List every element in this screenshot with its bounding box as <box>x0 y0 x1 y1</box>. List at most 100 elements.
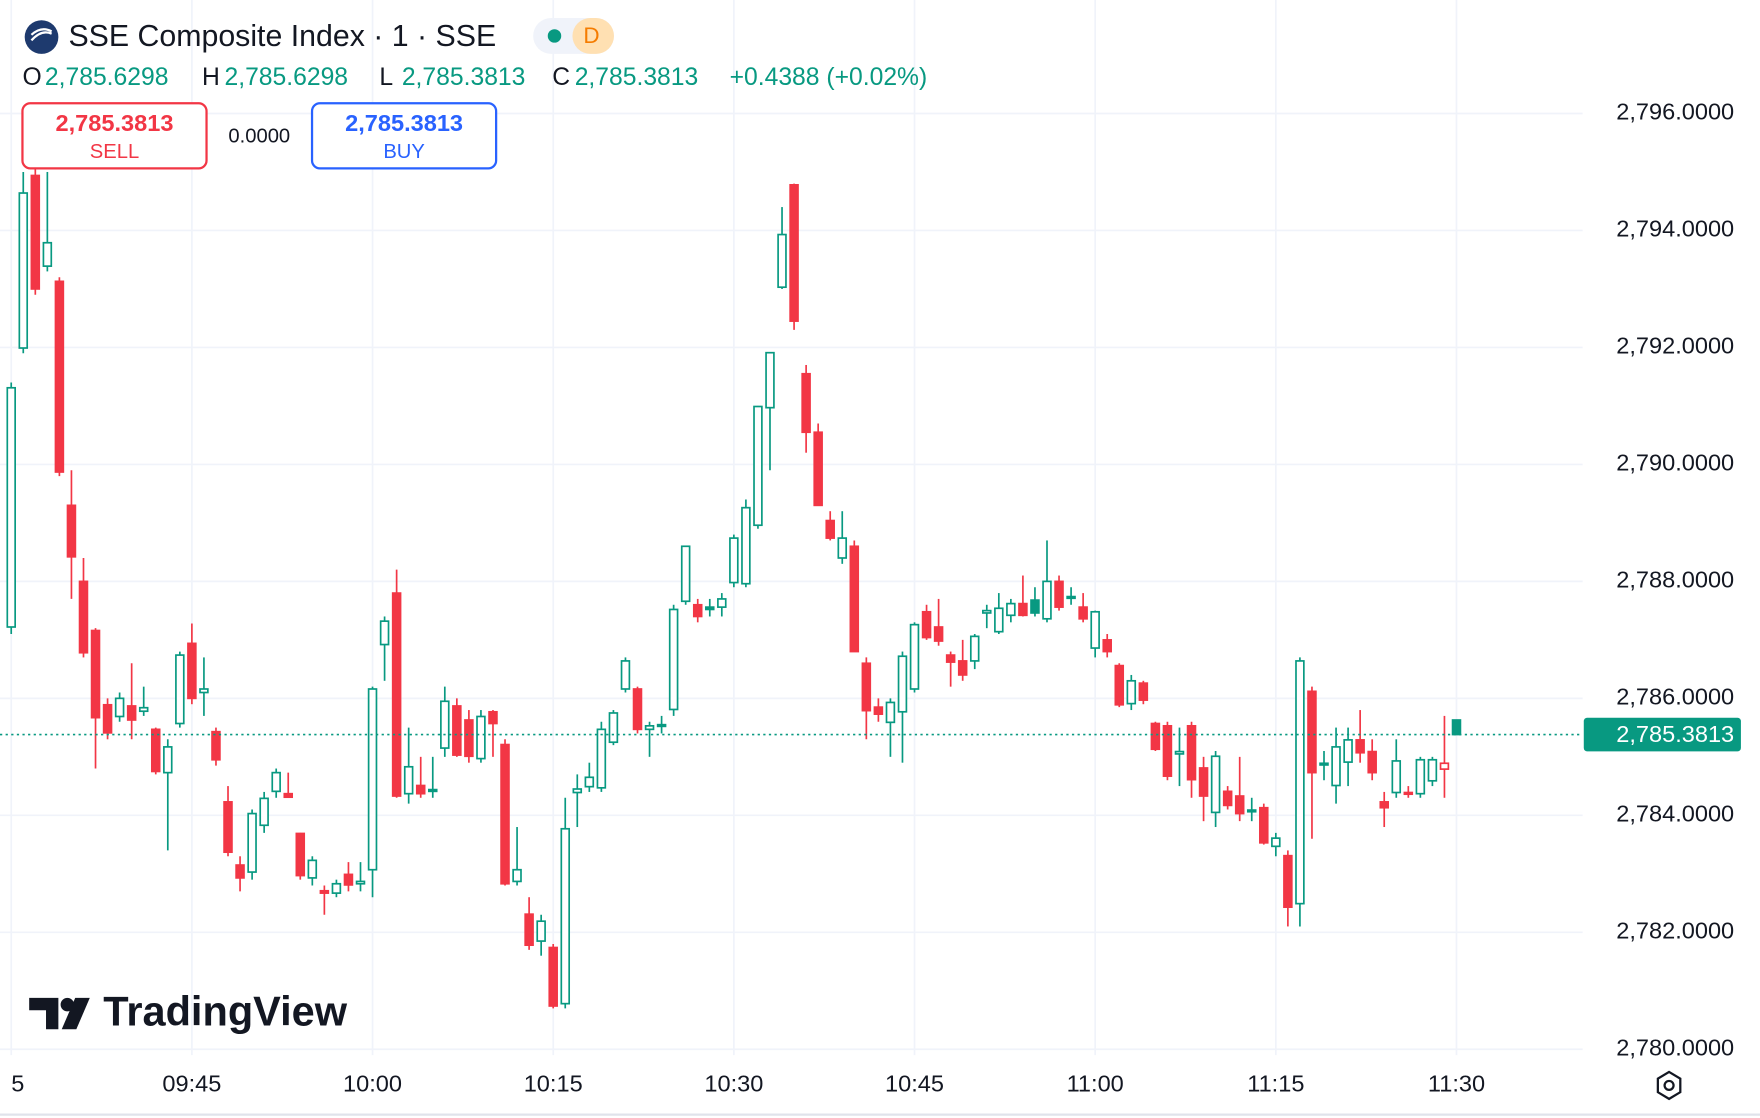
candle-body <box>1186 724 1197 781</box>
candle-body <box>54 280 65 473</box>
candle-body <box>945 654 956 663</box>
candle-body <box>476 715 486 760</box>
ohlc-value: 2,785.6298 <box>45 64 169 91</box>
candle-body <box>247 812 257 873</box>
candle-body <box>524 913 534 947</box>
candle-body <box>548 946 558 1007</box>
y-tick-label: 2,794.0000 <box>1616 216 1734 242</box>
candle-body <box>1427 758 1438 782</box>
candle-body <box>1355 739 1365 754</box>
candle-body <box>403 765 414 795</box>
candle-body <box>1042 580 1052 620</box>
candle-body <box>692 603 703 618</box>
candle-body <box>331 882 342 894</box>
candle-body <box>1114 664 1125 706</box>
y-tick-label: 2,792.0000 <box>1616 333 1734 359</box>
candle-body <box>391 592 402 797</box>
candle-body <box>608 712 619 744</box>
settings-icon[interactable] <box>1656 1070 1682 1101</box>
candle-body <box>1246 809 1257 813</box>
ohlc-key: H <box>202 64 220 91</box>
candle-body <box>668 608 679 711</box>
candle-body <box>921 610 932 639</box>
ohlc-legend: O 2,785.6298 H 2,785.6298 L 2,785.3813 C 2,785.… <box>22 64 698 91</box>
candle-body <box>379 620 390 646</box>
candle-body <box>1102 639 1112 653</box>
candle-body <box>78 580 89 654</box>
candle-body <box>777 233 787 289</box>
candle-body <box>1331 746 1341 787</box>
candle-body <box>1210 755 1221 814</box>
candle-body <box>90 629 101 719</box>
candle-body <box>126 705 137 721</box>
candle-body <box>644 724 655 731</box>
candle-body <box>560 827 571 1005</box>
plot-area <box>0 160 1583 1009</box>
candle-body <box>440 700 450 749</box>
candle-body <box>825 519 835 539</box>
candle-body <box>283 792 294 799</box>
candle-body <box>656 723 667 728</box>
candle-body <box>704 606 715 611</box>
candle-body <box>1066 595 1076 600</box>
candle-body <box>885 701 896 724</box>
candle-body <box>765 351 775 409</box>
candle-body <box>1162 724 1173 777</box>
candle-body <box>138 706 149 713</box>
candle-body <box>1126 679 1137 705</box>
candle-body <box>813 431 823 507</box>
candle-body <box>632 688 643 731</box>
spread: 0.0000 <box>228 125 290 147</box>
candle-body <box>1379 801 1389 809</box>
y-tick-label: 2,796.0000 <box>1616 99 1734 125</box>
sell-button[interactable] <box>21 102 208 170</box>
candle-body <box>1295 660 1305 905</box>
candle-body <box>1174 750 1185 755</box>
y-tick-label: 2,790.0000 <box>1616 450 1734 476</box>
candle-body <box>271 771 281 793</box>
candle-body <box>536 920 546 942</box>
candle-body <box>319 889 330 894</box>
candle-body <box>572 788 583 794</box>
candle-body <box>488 710 498 725</box>
candle-body <box>873 706 884 715</box>
candle-body <box>175 654 185 725</box>
x-tick-label: 11:00 <box>1067 1071 1124 1097</box>
candle-body <box>789 183 799 322</box>
candle-body <box>1367 750 1377 774</box>
buy-button[interactable] <box>310 102 498 170</box>
candle-body <box>102 703 113 734</box>
change: +0.4388 (+0.02%) <box>730 64 928 91</box>
candle-body <box>367 688 378 871</box>
candle-body <box>427 788 438 793</box>
candle-body <box>42 241 53 267</box>
grid <box>0 0 1583 1056</box>
candle-body <box>957 660 968 676</box>
candle-body <box>452 705 462 756</box>
settings-icon-center <box>1663 1079 1675 1092</box>
candle-body <box>741 506 751 585</box>
candle-body <box>199 688 209 694</box>
ohlc-value: 2,785.3813 <box>575 64 699 91</box>
symbol-icon-mark <box>30 28 53 42</box>
candle-body <box>849 545 860 653</box>
candle-body <box>150 728 161 773</box>
candle-body <box>1150 722 1161 751</box>
axes: 2,780.0000 2,782.0000 2,784.0000 2,786.0000… <box>11 99 1741 1097</box>
candle-body <box>1283 854 1293 908</box>
candle-body <box>66 504 77 558</box>
x-tick-label: 5 <box>11 1071 24 1097</box>
candle-body <box>235 864 245 879</box>
candle-body <box>163 746 173 774</box>
last-price-label: 2,785.3813 <box>1616 721 1734 747</box>
x-tick-label: 10:30 <box>704 1071 763 1097</box>
candle-body <box>114 697 125 718</box>
title: SSE Composite Index · 1 · SSE <box>68 20 496 53</box>
candle-body <box>897 655 908 713</box>
logo-text: TradingView <box>103 988 347 1035</box>
candle-body <box>837 537 848 559</box>
candle-body <box>500 743 510 885</box>
ohlc-key: C <box>552 64 570 91</box>
candle-body <box>1054 580 1064 608</box>
ohlc-key: L <box>379 64 393 91</box>
